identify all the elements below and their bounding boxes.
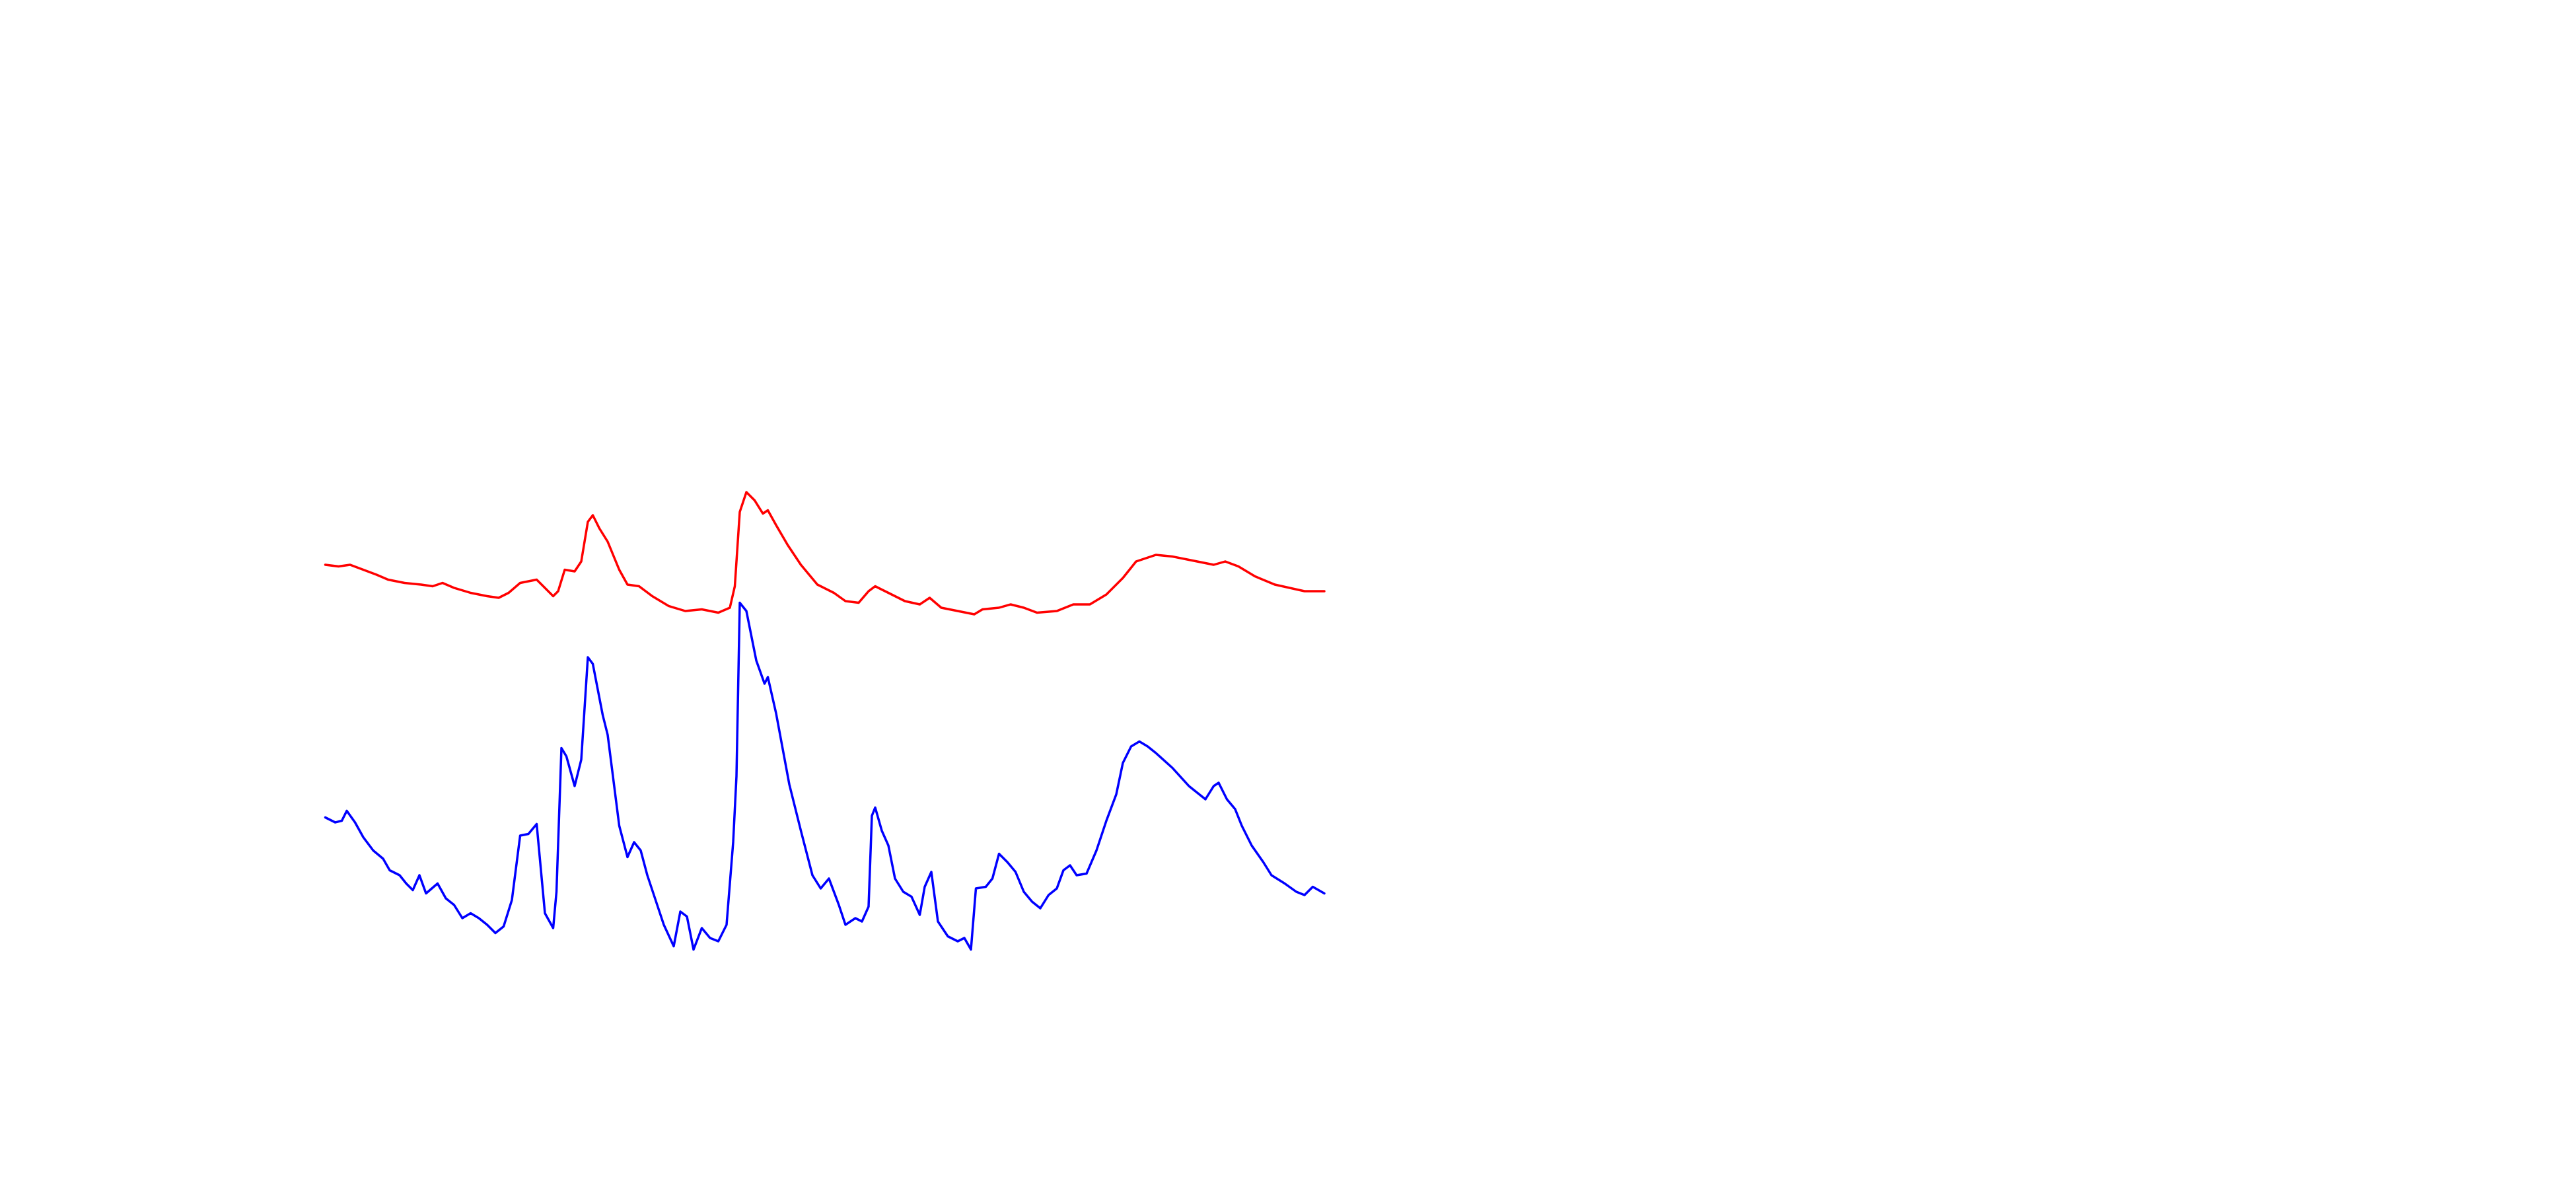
trace-line [324,601,1326,951]
trace-line [324,491,1326,616]
